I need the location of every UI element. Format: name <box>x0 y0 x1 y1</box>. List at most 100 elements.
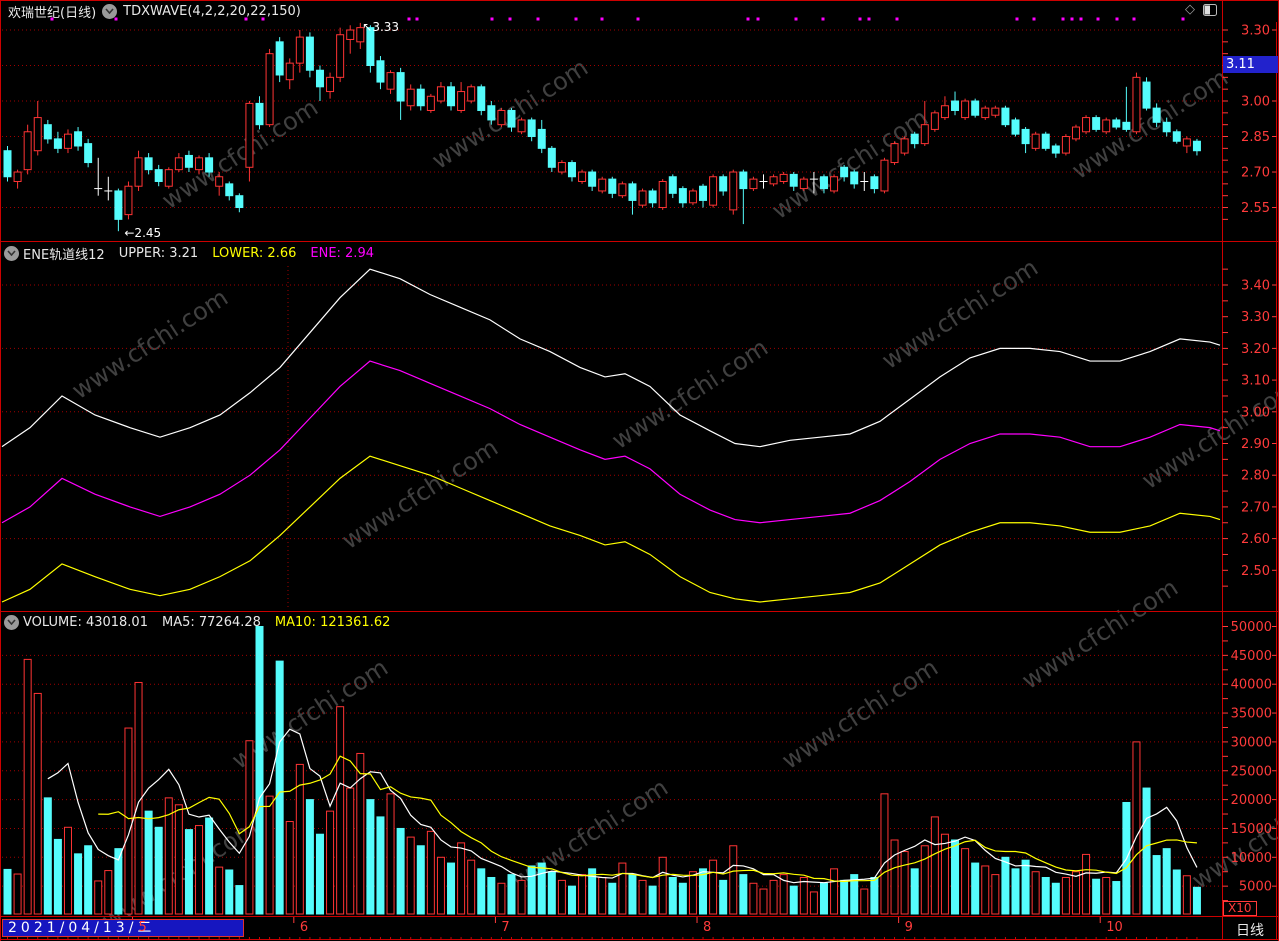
candle-body <box>497 109 506 126</box>
axis-label: 2.90 <box>1241 437 1270 452</box>
volume-bar <box>809 891 818 915</box>
candle-body <box>588 171 597 187</box>
candle-body <box>578 171 587 182</box>
period-label[interactable]: 日线 <box>1236 923 1264 939</box>
volume-bar <box>1082 853 1091 915</box>
candle-body <box>1071 126 1080 140</box>
candle-body <box>779 173 788 182</box>
candle-body <box>951 100 960 111</box>
volume-bar <box>819 882 828 915</box>
candle-body <box>265 53 274 126</box>
candle-body <box>1082 117 1091 133</box>
candle-body <box>749 178 758 190</box>
month-label: 5 <box>138 920 147 935</box>
collapse-ene-icon[interactable] <box>4 245 19 261</box>
volume-bar <box>386 793 395 915</box>
wave-dot <box>415 17 419 21</box>
candle-body <box>144 157 153 171</box>
wave-dot <box>1096 17 1100 21</box>
volume-bar <box>618 862 627 915</box>
candle-body <box>1152 107 1161 123</box>
candle-body <box>688 190 697 204</box>
volume-bar <box>789 885 798 915</box>
candle-body <box>134 157 143 187</box>
collapse-volume-icon[interactable] <box>4 614 19 630</box>
wave-dot <box>1115 17 1119 21</box>
candle-body <box>336 34 345 78</box>
candle-body <box>205 157 214 173</box>
wave-dot <box>50 17 54 21</box>
axis-label: ↖3.33 <box>362 20 399 34</box>
candle-body <box>678 188 687 204</box>
month-label: 6 <box>299 920 309 935</box>
candle-body <box>74 131 83 147</box>
candle-body <box>1092 117 1101 130</box>
candle-body <box>84 143 93 164</box>
ene-line-lower <box>1 455 1221 603</box>
wave-dot <box>756 17 760 21</box>
volume-bar <box>537 862 546 915</box>
candle-body <box>961 100 970 119</box>
wave-dot <box>536 17 540 21</box>
candle-body <box>668 176 677 194</box>
candle-body <box>1132 76 1141 133</box>
volume-bar <box>678 882 687 915</box>
ene-mid-value: ENE: 2.94 <box>310 245 374 261</box>
candle-body <box>295 36 304 64</box>
volume-bar <box>426 830 435 915</box>
axis-label: 25000 <box>1231 764 1272 779</box>
axis-label: 2.85 <box>1241 130 1270 145</box>
volume-bar <box>880 793 889 915</box>
collapse-main-icon[interactable] <box>102 3 118 19</box>
volume-bar <box>910 868 919 915</box>
candle-body <box>416 88 425 107</box>
candle-body <box>356 27 365 43</box>
axis-label: 45000 <box>1231 649 1272 664</box>
axis-label: 3.40 <box>1241 279 1270 294</box>
volume-bar <box>709 859 718 915</box>
candle-body <box>991 107 1000 116</box>
volume-bar <box>144 810 153 915</box>
volume-bar <box>235 885 244 915</box>
volume-panel-header: VOLUME: 43018.01 MA5: 77264.28 MA10: 121… <box>4 613 404 631</box>
volume-bar <box>1021 859 1030 915</box>
candle-body <box>315 69 324 88</box>
ene-upper-value: UPPER: 3.21 <box>118 245 199 261</box>
volume-bar <box>1112 881 1121 915</box>
volume-bar <box>3 868 12 915</box>
diamond-icon[interactable]: ◇ <box>1185 2 1195 17</box>
candle-body <box>940 105 949 119</box>
candle-body <box>184 154 193 168</box>
panel-layout-icon[interactable] <box>1203 3 1217 16</box>
candle-body <box>971 100 980 116</box>
candle-body <box>1182 138 1191 147</box>
volume-bar <box>23 658 32 915</box>
candle-body <box>1112 119 1121 128</box>
volume-bar <box>628 874 637 915</box>
volume-bar <box>1132 741 1141 915</box>
volume-bar <box>215 866 224 915</box>
volume-bar <box>195 825 204 915</box>
wave-dot <box>1070 17 1074 21</box>
volume-bar <box>779 874 788 915</box>
volume-bar <box>396 827 405 915</box>
ene-line-ene <box>1 360 1221 524</box>
axis-label: 35000 <box>1231 707 1272 722</box>
axis-label: 2.80 <box>1241 469 1270 484</box>
volume-bar <box>1152 855 1161 915</box>
volume-bar <box>74 853 83 915</box>
indicator-title: TDXWAVE(4,2,2,20,22,150) <box>123 3 301 19</box>
month-label: 7 <box>501 920 510 935</box>
volume-bar <box>1192 886 1201 915</box>
wave-dot <box>1079 17 1083 21</box>
volume-bar <box>43 797 52 915</box>
volume-bar <box>1001 856 1010 915</box>
date-box[interactable]: 2021/04/13/二 <box>2 919 244 937</box>
volume-bar <box>648 885 657 915</box>
candle-body <box>557 162 566 173</box>
volume-bar <box>739 874 748 915</box>
volume-bar <box>94 880 103 915</box>
wave-dot <box>636 17 640 21</box>
volume-bar <box>961 848 970 915</box>
